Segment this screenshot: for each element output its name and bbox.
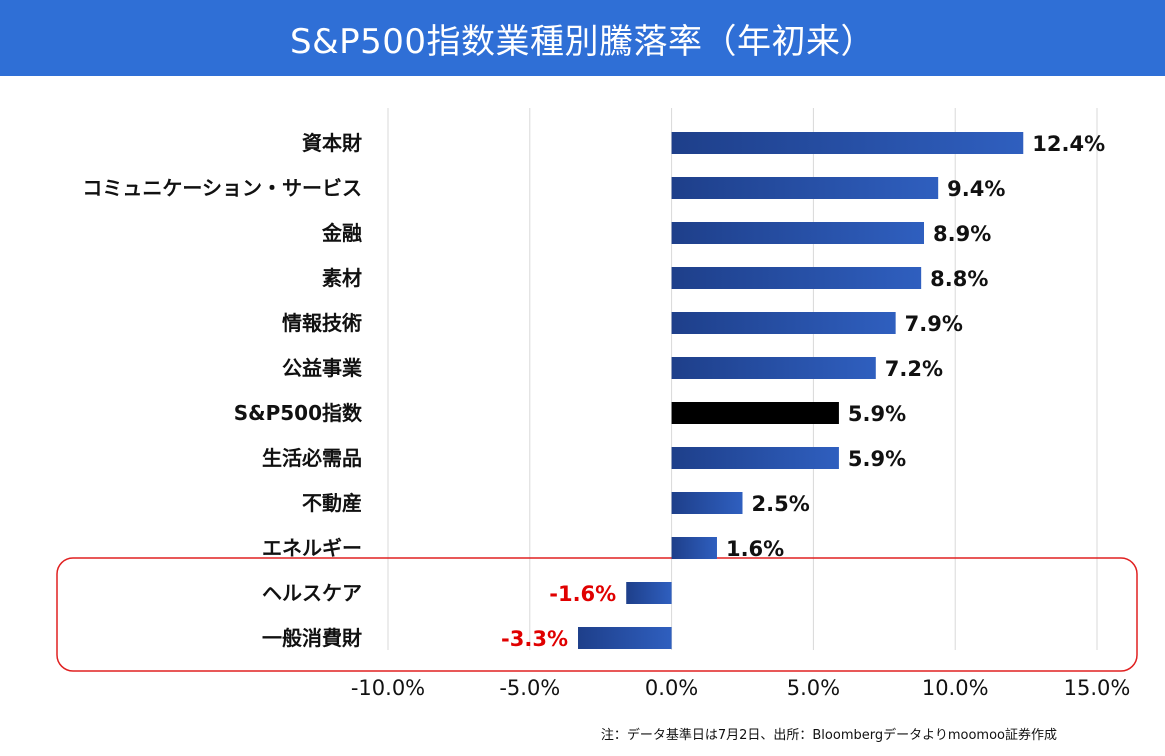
category-label: 情報技術 bbox=[282, 311, 362, 335]
bar-chart: -10.0% -5.0% 0.0% 5.0% 10.0% 15.0% 資本財 12.4% コミュ… bbox=[56, 108, 1138, 700]
x-tick-label: -5.0% bbox=[499, 676, 560, 700]
category-label: 資本財 bbox=[302, 131, 362, 155]
bar bbox=[671, 537, 717, 559]
category-label: ヘルスケア bbox=[262, 581, 362, 605]
category-label: 一般消費財 bbox=[262, 626, 362, 650]
bar bbox=[671, 267, 922, 289]
bar bbox=[671, 177, 939, 199]
bar bbox=[671, 357, 876, 379]
category-label: エネルギー bbox=[262, 536, 362, 560]
x-tick-label: 5.0% bbox=[787, 676, 840, 700]
data-label: 5.9% bbox=[848, 402, 906, 426]
highlight-box bbox=[56, 557, 1138, 672]
bar bbox=[671, 402, 839, 424]
x-tick-label: 15.0% bbox=[1064, 676, 1131, 700]
category-label: 不動産 bbox=[302, 491, 362, 515]
category-label: 素材 bbox=[322, 266, 362, 290]
x-tick-label: -10.0% bbox=[351, 676, 425, 700]
data-label: 12.4% bbox=[1032, 132, 1105, 156]
data-label: 1.6% bbox=[726, 537, 784, 561]
category-label: 金融 bbox=[321, 221, 362, 245]
bar bbox=[671, 447, 839, 469]
bar bbox=[626, 582, 672, 604]
category-label: S&P500指数 bbox=[234, 401, 363, 425]
bar bbox=[671, 492, 743, 514]
x-tick-label: 10.0% bbox=[922, 676, 989, 700]
bar bbox=[671, 312, 896, 334]
x-tick-label: 0.0% bbox=[645, 676, 698, 700]
data-label: 7.2% bbox=[885, 357, 943, 381]
data-label: -3.3% bbox=[501, 627, 568, 651]
data-label: 2.5% bbox=[752, 492, 810, 516]
bar bbox=[671, 132, 1024, 154]
data-label: 5.9% bbox=[848, 447, 906, 471]
category-label: 公益事業 bbox=[282, 356, 363, 380]
bar bbox=[671, 222, 925, 244]
category-label: 生活必需品 bbox=[262, 446, 362, 470]
data-label: -1.6% bbox=[549, 582, 616, 606]
data-label: 8.8% bbox=[930, 267, 988, 291]
footnote: 注：データ基準日は7月2日、出所：Bloombergデータよりmoomoo証券作… bbox=[600, 728, 1057, 743]
chart-title: S&P500指数業種別騰落率（年初来） bbox=[0, 0, 1165, 76]
data-label: 9.4% bbox=[947, 177, 1005, 201]
data-label: 7.9% bbox=[905, 312, 963, 336]
data-label: 8.9% bbox=[933, 222, 991, 246]
bar bbox=[578, 627, 672, 649]
category-label: コミュニケーション・サービス bbox=[82, 176, 362, 200]
